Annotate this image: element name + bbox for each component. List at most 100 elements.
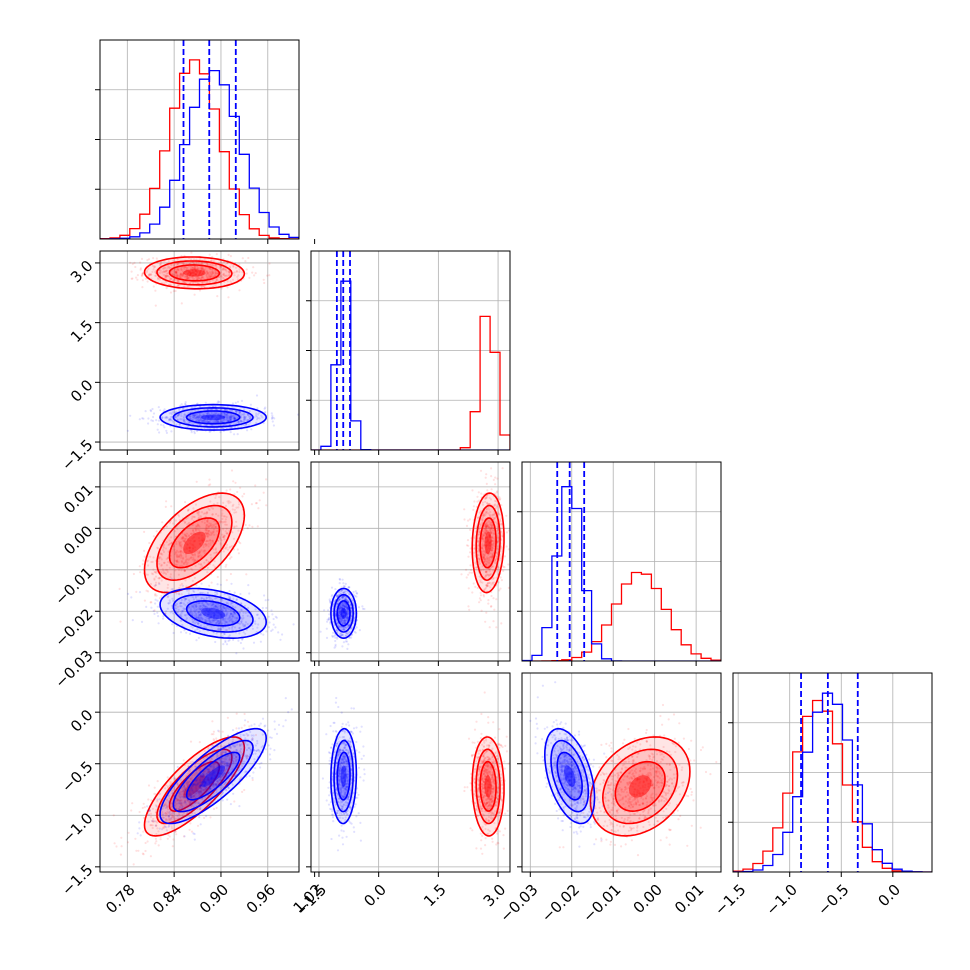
scatter-point bbox=[197, 768, 201, 771]
scatter-point bbox=[196, 523, 199, 526]
scatter-point bbox=[344, 619, 347, 623]
scatter-point bbox=[225, 415, 228, 418]
scatter-point bbox=[222, 273, 225, 276]
scatter-point bbox=[206, 263, 209, 266]
scatter-point bbox=[338, 607, 341, 610]
scatter-point bbox=[222, 268, 225, 271]
scatter-point bbox=[490, 475, 493, 478]
scatter-point bbox=[147, 590, 150, 593]
scatter-point bbox=[487, 506, 490, 509]
scatter-point bbox=[220, 514, 223, 517]
scatter-point bbox=[195, 639, 198, 642]
scatter-point bbox=[181, 537, 184, 540]
scatter-point bbox=[192, 507, 195, 510]
scatter-point bbox=[485, 560, 488, 563]
scatter-point bbox=[171, 623, 174, 626]
scatter-point bbox=[169, 573, 172, 576]
scatter-point bbox=[221, 752, 224, 755]
scatter-point bbox=[150, 572, 153, 575]
scatter-point bbox=[497, 538, 500, 541]
scatter-point bbox=[257, 413, 260, 416]
scatter-point bbox=[171, 610, 174, 613]
scatter-point bbox=[180, 414, 183, 418]
scatter-point bbox=[211, 272, 215, 275]
scatter-point bbox=[221, 599, 224, 602]
scatter-point bbox=[487, 520, 490, 523]
scatter-point bbox=[493, 503, 496, 507]
scatter-point bbox=[205, 510, 209, 514]
scatter-point bbox=[488, 562, 491, 565]
scatter-point bbox=[207, 525, 210, 528]
scatter-point bbox=[344, 603, 348, 607]
scatter-point bbox=[196, 824, 200, 827]
scatter-point bbox=[170, 277, 173, 280]
scatter-point bbox=[143, 530, 146, 534]
scatter-point bbox=[209, 275, 213, 278]
scatter-point bbox=[225, 489, 228, 492]
scatter-point bbox=[344, 598, 347, 601]
scatter-point bbox=[208, 430, 211, 433]
scatter-point bbox=[207, 533, 210, 536]
scatter-point bbox=[342, 585, 345, 588]
scatter-point bbox=[485, 501, 489, 504]
scatter-point bbox=[481, 535, 484, 538]
scatter-point bbox=[212, 733, 215, 736]
scatter-point bbox=[496, 545, 499, 548]
scatter-point bbox=[193, 515, 196, 519]
scatter-point bbox=[190, 605, 193, 608]
scatter-point bbox=[500, 622, 503, 625]
scatter-point bbox=[139, 571, 142, 574]
scatter-point bbox=[225, 643, 229, 646]
scatter-point bbox=[165, 557, 168, 561]
scatter-point bbox=[184, 265, 187, 268]
scatter-point bbox=[492, 569, 495, 572]
scatter-point bbox=[155, 274, 158, 277]
scatter-point bbox=[221, 420, 224, 423]
scatter-point bbox=[212, 424, 215, 427]
scatter-point bbox=[190, 567, 193, 571]
scatter-point bbox=[180, 403, 183, 406]
scatter-point bbox=[159, 262, 162, 265]
scatter-point bbox=[162, 550, 166, 554]
scatter-point bbox=[164, 801, 167, 804]
scatter-point bbox=[238, 611, 242, 614]
scatter-point bbox=[484, 584, 488, 587]
scatter-point bbox=[348, 624, 351, 627]
scatter-point bbox=[210, 506, 213, 509]
scatter-point bbox=[204, 526, 208, 529]
scatter-point bbox=[223, 632, 226, 636]
scatter-point bbox=[248, 592, 251, 595]
scatter-point bbox=[239, 419, 242, 423]
scatter-point bbox=[220, 757, 223, 761]
scatter-point bbox=[338, 610, 341, 613]
scatter-point bbox=[202, 546, 205, 549]
scatter-point bbox=[473, 547, 476, 550]
scatter-point bbox=[154, 593, 157, 596]
scatter-point bbox=[181, 584, 184, 587]
scatter-point bbox=[334, 643, 337, 647]
scatter-point bbox=[484, 562, 487, 565]
scatter-point bbox=[496, 477, 499, 480]
scatter-point bbox=[495, 555, 498, 558]
scatter-point bbox=[202, 419, 205, 423]
scatter-point bbox=[492, 539, 495, 542]
scatter-point bbox=[187, 781, 190, 784]
scatter-point bbox=[221, 730, 224, 733]
panel-0-0 bbox=[100, 40, 299, 239]
scatter-point bbox=[241, 614, 245, 617]
scatter-point bbox=[229, 415, 232, 418]
scatter-point bbox=[176, 262, 179, 266]
scatter-point bbox=[342, 633, 345, 637]
scatter-point bbox=[182, 561, 185, 565]
scatter-point bbox=[226, 405, 229, 408]
scatter-point bbox=[224, 520, 227, 524]
scatter-point bbox=[191, 266, 195, 269]
scatter-point bbox=[194, 413, 198, 416]
scatter-point bbox=[136, 278, 139, 281]
scatter-point bbox=[490, 531, 493, 534]
scatter-point bbox=[260, 414, 263, 417]
scatter-point bbox=[165, 429, 168, 432]
scatter-point bbox=[486, 573, 489, 576]
scatter-point bbox=[468, 571, 471, 574]
scatter-point bbox=[197, 415, 201, 418]
